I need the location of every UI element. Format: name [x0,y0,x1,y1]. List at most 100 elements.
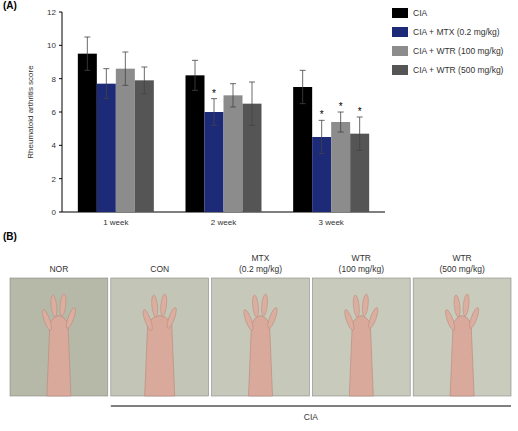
error-bar [122,52,128,85]
error-bar [211,99,217,126]
y-tick-label: 8 [52,75,57,84]
error-cap [357,150,363,151]
error-stem [214,99,215,126]
toe [160,294,168,316]
toe [444,309,457,332]
legend-label: CIA + WTR (500 mg/kg) [413,65,504,75]
y-tick [59,112,62,113]
error-cap [84,37,90,38]
error-bar [300,70,306,103]
bar [205,112,224,212]
error-bar [230,84,236,107]
legend-swatch [392,27,408,37]
bar [293,87,312,212]
x-tick-label: 2 week [211,218,237,227]
photo-frame [312,278,410,396]
photo-frame [413,278,511,396]
y-axis-title: Rheumatoid arthritis score [26,65,35,159]
y-tick-label: 4 [52,141,57,150]
toe [141,309,154,332]
significance-mark: * [339,101,343,112]
photo-label: CON [150,264,169,274]
photo-label: WTR(500 mg/kg) [439,253,485,274]
label-line: (0.2 mg/kg) [239,264,282,274]
error-bar [338,112,344,132]
photo-label: MTX(0.2 mg/kg) [239,253,282,274]
legend-swatch [392,65,408,75]
bar [224,95,243,212]
bar [331,122,350,212]
x-tick-label: 1 week [103,218,129,227]
photo-frame [212,278,310,396]
error-cap [249,82,255,83]
legend-label: CIA + WTR (100 mg/kg) [413,46,504,56]
legend-swatch [392,46,408,56]
significance-mark: * [212,88,216,99]
error-cap [141,93,147,94]
paw-photo [413,278,511,396]
photo-label: WTR(100 mg/kg) [339,253,385,274]
paw-photo [212,278,310,396]
error-cap [192,60,198,61]
toe [468,307,481,330]
y-tick-label: 12 [47,8,56,17]
error-cap [141,67,147,68]
significance-mark: * [320,109,324,120]
y-tick-label: 2 [52,175,57,184]
error-cap [122,52,128,53]
y-tick [59,212,62,213]
paw-photo [312,278,410,396]
error-stem [233,84,234,107]
label-line: CON [150,264,169,274]
x-tick-label: 3 week [318,218,344,227]
panel-label: (B) [3,231,17,242]
toe [165,307,178,330]
error-bar [103,69,109,99]
bars [78,37,369,212]
bar [97,84,116,212]
toe [352,295,360,317]
error-stem [252,82,253,125]
bar [186,75,205,212]
toe [59,294,67,316]
legend-label: CIA + MTX (0.2 mg/kg) [413,27,500,37]
photo-frame [111,278,209,396]
error-stem [144,67,145,94]
error-cap [84,70,90,71]
error-bar [319,120,325,153]
error-cap [230,107,236,108]
error-bar [84,37,90,70]
y-tick [59,145,62,146]
error-cap [319,153,325,154]
toe [453,295,461,317]
error-stem [302,70,303,103]
error-cap [338,132,344,133]
error-cap [192,90,198,91]
significance-mark: * [358,106,362,117]
y-tick-label: 6 [52,108,57,117]
toe [65,307,78,330]
y-tick-label: 10 [47,41,56,50]
label-line: (100 mg/kg) [339,264,385,274]
error-bar [249,82,255,125]
error-bar [357,117,363,150]
error-stem [359,117,360,150]
toe [151,295,159,317]
toe [361,294,369,316]
photo-label: NOR [49,264,68,274]
toe [367,307,380,330]
bar [135,80,154,212]
error-cap [230,83,236,84]
error-bar [141,67,147,94]
y-tick [59,45,62,46]
label-line: WTR [352,253,371,263]
group-label: CIA [304,412,319,422]
y-tick [59,78,62,79]
toe [266,307,279,330]
error-stem [106,69,107,99]
error-bar [192,60,198,90]
y-tick-label: 0 [52,208,57,217]
error-cap [122,85,128,86]
error-cap [103,68,109,69]
label-line: MTX [252,253,270,263]
